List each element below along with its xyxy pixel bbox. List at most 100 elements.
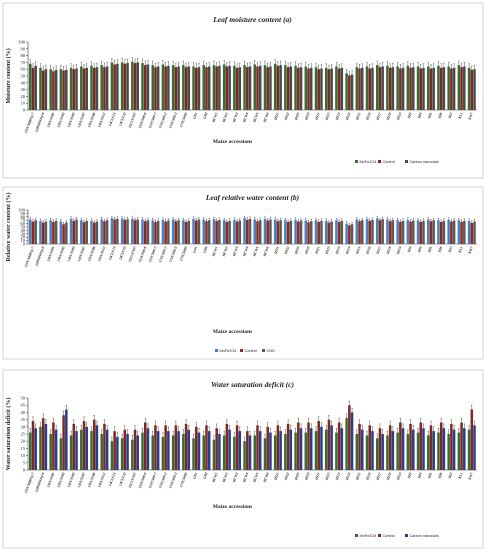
bar — [307, 68, 310, 110]
bar — [59, 69, 63, 110]
bar — [146, 220, 150, 244]
bar — [432, 431, 435, 470]
bar — [266, 220, 269, 244]
x-tick-label: HI15 — [355, 472, 362, 482]
bar — [171, 65, 175, 110]
bar — [324, 220, 328, 244]
bar — [388, 221, 392, 244]
bar — [167, 220, 170, 244]
bar — [44, 69, 48, 110]
bar — [222, 220, 226, 244]
bar — [113, 431, 116, 470]
x-tick-label: 13SUSS07 — [77, 112, 86, 128]
x-tick-label: 13SUSS06 — [87, 112, 96, 128]
bar — [52, 422, 55, 470]
x-tick-label: HI15 — [355, 112, 362, 122]
bar — [197, 67, 201, 110]
bar — [286, 423, 290, 470]
bar — [429, 68, 433, 110]
bar — [432, 67, 435, 110]
x-tick-label: 14CLF13 — [108, 472, 117, 487]
bar — [386, 435, 389, 470]
legend-swatch — [215, 349, 218, 352]
bar — [41, 222, 45, 244]
x-tick-label: 11SUSBRFp-7 — [24, 246, 35, 268]
x-tick-label: HI14 — [345, 246, 352, 256]
legend-label: MnFe2O4 — [360, 160, 377, 164]
legend-swatch — [405, 160, 408, 163]
bar — [470, 409, 474, 470]
bar — [103, 423, 106, 470]
x-tick-label: HI18 — [385, 472, 392, 482]
bar — [54, 429, 58, 470]
bar — [467, 67, 471, 110]
x-tick-label: KL1 — [457, 472, 463, 481]
y-tick-label: 40 — [21, 80, 26, 85]
bar — [375, 438, 379, 470]
bar — [378, 220, 382, 244]
y-tick-label: 100 — [18, 40, 26, 45]
bar — [381, 434, 384, 470]
y-tick-label: 90 — [21, 46, 26, 51]
bar — [59, 438, 63, 470]
bar — [422, 220, 425, 244]
bar — [253, 435, 257, 470]
bar — [388, 67, 392, 110]
bar — [90, 220, 93, 244]
legend-label: MnFe2O4 — [220, 349, 237, 353]
x-tick-label: HCW5 — [252, 112, 260, 124]
x-tick-label: HCW6 — [262, 472, 270, 484]
bar — [337, 422, 341, 470]
bar — [361, 220, 364, 244]
bar — [355, 434, 359, 470]
x-tick-label: HCW5 — [252, 246, 260, 258]
bar — [335, 220, 338, 244]
bar — [52, 221, 55, 244]
bar — [381, 66, 384, 110]
bar — [120, 62, 124, 110]
x-tick-label: HI13 — [334, 246, 341, 256]
bar — [256, 66, 259, 110]
bar — [442, 220, 446, 244]
bar — [95, 221, 99, 244]
x-tick-label: HI22 — [283, 246, 290, 256]
bar — [368, 220, 371, 244]
bar — [314, 67, 318, 110]
bar — [212, 65, 216, 110]
chart-title: Water saturation deficit (c) — [211, 380, 294, 389]
bar — [248, 218, 252, 244]
bar — [416, 432, 420, 470]
bar — [396, 220, 399, 244]
x-tick-label: HI23 — [294, 246, 301, 256]
bar — [171, 219, 175, 244]
x-tick-label: 14CLF10 — [118, 472, 127, 487]
bar — [215, 66, 218, 110]
bar — [116, 218, 119, 244]
bar — [156, 220, 160, 244]
x-tick-label: HI10 — [304, 472, 311, 482]
x-tick-label: 13SUSS03 — [67, 246, 76, 262]
bar — [337, 221, 341, 244]
y-tick-label: 10 — [21, 453, 26, 458]
x-tick-label: 11SUSBRFp-7 — [24, 112, 35, 134]
y-tick-label: 30 — [21, 424, 26, 429]
bar — [345, 418, 348, 470]
x-tick-label: HI4 — [417, 472, 423, 480]
bar — [340, 67, 344, 110]
bar — [238, 220, 242, 244]
bar — [131, 218, 134, 244]
bar — [65, 222, 68, 244]
bar — [218, 434, 221, 470]
y-tick-label: 50 — [21, 74, 26, 79]
bar — [141, 219, 144, 244]
x-tick-label: HI6 — [437, 112, 443, 120]
bar — [473, 221, 476, 244]
x-tick-label: 17YCS00-2 — [158, 112, 168, 129]
bar — [401, 220, 405, 244]
y-tick-label: 5 — [23, 460, 26, 465]
bar — [143, 422, 147, 470]
bar — [470, 222, 474, 244]
bar — [141, 63, 144, 110]
bar — [69, 218, 73, 244]
x-tick-label: HI3 — [406, 246, 412, 254]
